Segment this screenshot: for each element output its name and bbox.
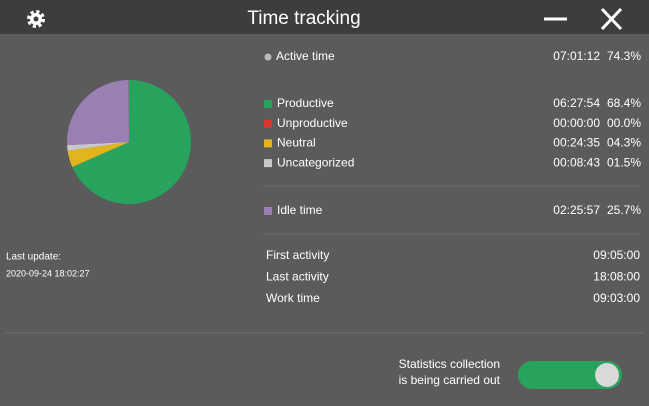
statistics-toggle[interactable] [518,361,622,389]
status-text: Statistics collection [399,357,500,371]
row-label: Idle time [277,203,323,217]
active-label: Active time [276,49,335,63]
row-label: Neutral [277,136,316,150]
window-title: Time tracking [247,8,360,29]
title-bar [0,0,649,34]
activity-label: First activity [266,248,329,262]
row-label: Uncategorized [277,155,354,169]
row-time: 00:08:43 [553,155,600,169]
legend-swatch [264,119,272,128]
activity-label: Work time [266,291,320,305]
last-update-label: Last update: [6,252,61,263]
activity-label: Last activity [266,270,329,284]
legend-swatch [264,100,272,108]
pie-slice [67,80,129,146]
pie-slice [67,142,129,151]
row-percent: 00.0% [607,116,641,130]
last-update-value: 2020-09-24 18:02:27 [6,268,90,278]
row-time: 02:25:57 [553,203,600,217]
activity-value: 18:08:00 [593,270,640,284]
legend-swatch [264,207,272,215]
row-time: 00:00:00 [553,116,600,130]
active-percent: 74.3% [607,49,641,63]
status-text: is being carried out [399,373,501,387]
settings-button[interactable] [27,10,45,28]
row-time: 06:27:54 [553,96,600,110]
active-time: 07:01:12 [553,49,600,63]
activity-value: 09:03:00 [593,291,640,305]
active-icon [264,53,272,61]
legend-swatch [264,139,272,148]
pie-slice [72,80,191,204]
row-percent: 01.5% [607,155,641,169]
row-time: 00:24:35 [553,136,600,150]
legend-swatch [264,159,272,168]
row-percent: 25.7% [607,203,641,217]
row-percent: 68.4% [607,96,641,110]
activity-value: 09:05:00 [593,248,640,262]
row-label: Productive [277,96,334,110]
close-button[interactable] [600,7,623,31]
pie-slice [67,142,129,167]
row-percent: 04.3% [607,136,641,150]
row-label: Unproductive [277,116,348,130]
